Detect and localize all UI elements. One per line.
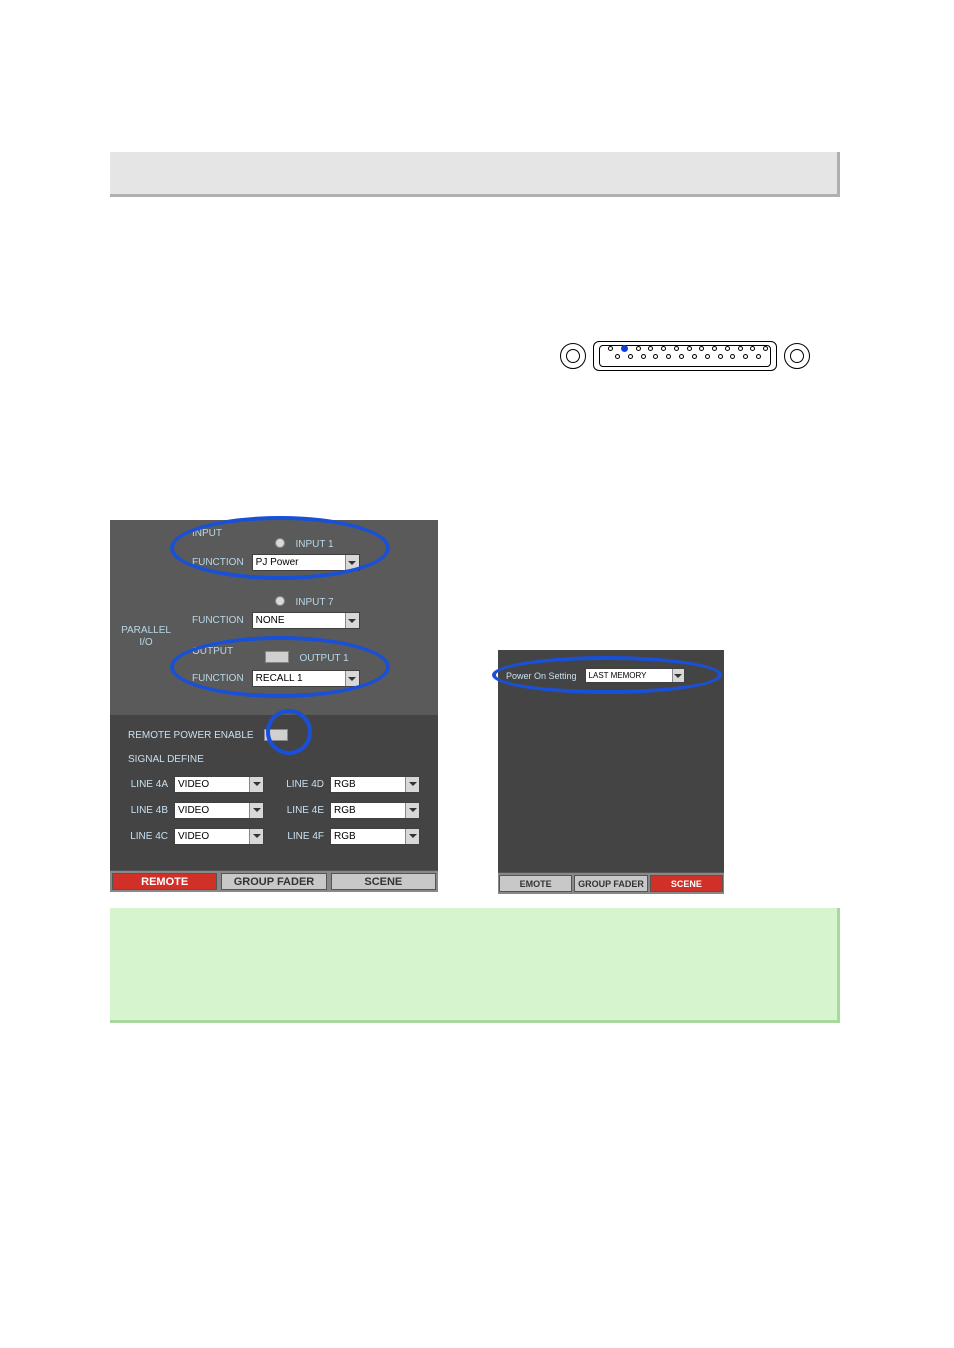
tab-scene-label: SCENE [364, 876, 402, 888]
signal-define-left-dropdown[interactable]: VIDEO [174, 828, 264, 845]
input2-led [275, 596, 285, 606]
tab-group-fader[interactable]: GROUP FADER [221, 873, 326, 890]
signal-define-row: LINE 4C VIDEO LINE 4F RGB [110, 823, 438, 849]
tab-group-fader-right-label: GROUP FADER [578, 879, 644, 889]
input1-channel-label: INPUT 1 [295, 539, 333, 550]
tab-scene-right-label: SCENE [671, 879, 702, 889]
tab-group-fader-label: GROUP FADER [234, 876, 314, 888]
output1-channel-label: OUTPUT 1 [299, 653, 348, 664]
input1-led [275, 538, 285, 548]
tab-remote[interactable]: REMOTE [112, 873, 217, 890]
power-on-setting-dropdown[interactable]: LAST MEMORY [585, 668, 685, 683]
title-bar [110, 152, 840, 197]
chevron-down-icon [405, 777, 419, 792]
tab-emote-label: EMOTE [520, 879, 552, 889]
input-section-label: INPUT [192, 528, 222, 539]
tab-scene[interactable]: SCENE [331, 873, 436, 890]
signal-define-row: LINE 4B VIDEO LINE 4E RGB [110, 797, 438, 823]
input1-function-label: FUNCTION [192, 557, 244, 568]
signal-define-row: LINE 4A VIDEO LINE 4D RGB [110, 771, 438, 797]
chevron-down-icon [249, 777, 263, 792]
dsub-screw-left [560, 343, 586, 369]
signal-define-right-label: LINE 4D [274, 779, 324, 790]
input2-function-dropdown[interactable]: NONE [252, 612, 360, 629]
tab-remote-label: REMOTE [141, 876, 188, 888]
signal-define-left-label: LINE 4A [110, 779, 168, 790]
signal-define-left-value: VIDEO [178, 805, 209, 816]
output1-toggle[interactable] [265, 651, 289, 663]
note-box [110, 908, 840, 1023]
chevron-down-icon [405, 829, 419, 844]
input1-function-dropdown[interactable]: PJ Power [252, 554, 360, 571]
signal-define-left-dropdown[interactable]: VIDEO [174, 802, 264, 819]
chevron-down-icon [345, 671, 359, 686]
tab-group-fader-right[interactable]: GROUP FADER [574, 875, 647, 892]
parallel-label: PARALLEL [121, 625, 171, 636]
signal-define-right-dropdown[interactable]: RGB [330, 776, 420, 793]
parallel-io-area: PARALLEL I/O INPUT INPUT 1 FUNCTION PJ P… [110, 520, 438, 715]
dsub-highlighted-pin [620, 344, 629, 353]
input2-function-value: NONE [256, 615, 285, 626]
dsub-pin-row-top [608, 346, 768, 352]
signal-define-left-label: LINE 4C [110, 831, 168, 842]
tab-scene-right[interactable]: SCENE [650, 875, 723, 892]
input2-channel-label: INPUT 7 [295, 597, 333, 608]
tab-emote[interactable]: EMOTE [499, 875, 572, 892]
power-on-setting-label: Power On Setting [506, 671, 577, 681]
dsub-connector [560, 335, 810, 377]
signal-define-right-value: RGB [334, 779, 356, 790]
settings-right-panel: Power On Setting LAST MEMORY EMOTE GROUP… [498, 650, 724, 894]
chevron-down-icon [345, 613, 359, 628]
signal-define-right-value: RGB [334, 831, 356, 842]
input1-function-value: PJ Power [256, 557, 299, 568]
signal-define-left-label: LINE 4B [110, 805, 168, 816]
chevron-down-icon [249, 829, 263, 844]
signal-define-left-value: VIDEO [178, 831, 209, 842]
signal-define-left-value: VIDEO [178, 779, 209, 790]
signal-define-right-label: LINE 4E [274, 805, 324, 816]
settings-left-panel: PARALLEL I/O INPUT INPUT 1 FUNCTION PJ P… [110, 520, 438, 900]
dsub-shell [590, 338, 780, 374]
output-section-label: OUTPUT [192, 646, 233, 657]
output1-function-dropdown[interactable]: RECALL 1 [252, 670, 360, 687]
right-tab-bar: EMOTE GROUP FADER SCENE [498, 872, 724, 894]
signal-define-right-label: LINE 4F [274, 831, 324, 842]
dsub-pin-row-bottom [615, 354, 761, 359]
lower-settings-area: REMOTE POWER ENABLE SIGNAL DEFINE LINE 4… [110, 715, 438, 870]
output1-function-value: RECALL 1 [256, 673, 303, 684]
remote-power-enable-toggle[interactable] [264, 729, 288, 741]
signal-define-right-dropdown[interactable]: RGB [330, 828, 420, 845]
remote-power-enable-label: REMOTE POWER ENABLE [128, 730, 254, 741]
parallel-io-label: PARALLEL I/O [116, 625, 176, 649]
output1-function-label: FUNCTION [192, 673, 244, 684]
chevron-down-icon [672, 669, 684, 682]
chevron-down-icon [249, 803, 263, 818]
signal-define-left-dropdown[interactable]: VIDEO [174, 776, 264, 793]
dsub-screw-right [784, 343, 810, 369]
signal-define-right-dropdown[interactable]: RGB [330, 802, 420, 819]
signal-define-heading: SIGNAL DEFINE [128, 754, 204, 765]
chevron-down-icon [405, 803, 419, 818]
left-tab-bar: REMOTE GROUP FADER SCENE [110, 870, 438, 892]
signal-define-right-value: RGB [334, 805, 356, 816]
power-on-setting-value: LAST MEMORY [589, 671, 647, 680]
right-upper-area: Power On Setting LAST MEMORY [498, 650, 724, 872]
io-label: I/O [139, 637, 152, 648]
input2-function-label: FUNCTION [192, 615, 244, 626]
chevron-down-icon [345, 555, 359, 570]
